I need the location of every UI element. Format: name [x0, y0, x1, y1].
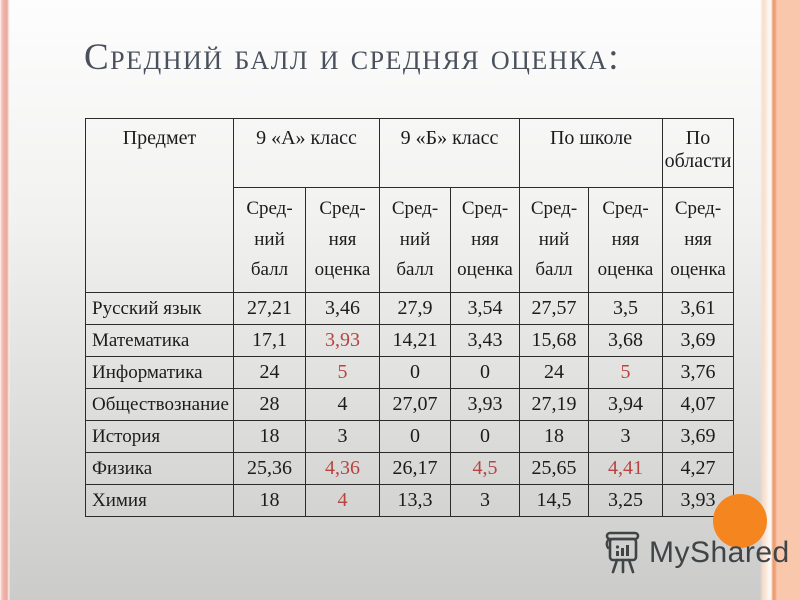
value-cell: 4,41 [587, 452, 664, 485]
table-row: Физика 25,36 4,36 26,17 4,5 25,65 4,41 4,27 [85, 452, 735, 485]
header-region: По области [662, 118, 735, 188]
value-cell: 3,93 [305, 324, 380, 357]
value-cell: 25,65 [519, 452, 589, 485]
value-cell: 26,17 [379, 452, 451, 485]
value-cell: 3,69 [662, 420, 735, 453]
subject-cell: Химия [85, 484, 234, 517]
myshared-watermark: MyShared [602, 530, 790, 576]
value-cell: 15,68 [519, 324, 589, 357]
slide-left-border-stripe [0, 0, 10, 600]
subheader-9b-ball: Сред- ний балл [379, 187, 451, 293]
value-cell: 18 [233, 484, 306, 517]
header-school: По школе [518, 118, 664, 188]
table-header-subcolumns: Сред- ний балл Сред- няя оценка Сред- ни… [86, 187, 735, 293]
value-cell: 27,9 [379, 292, 451, 325]
subheader-school-ocenka: Сред- няя оценка [587, 187, 664, 293]
subheader-school-ball: Сред- ний балл [519, 187, 589, 293]
scores-table: Предмет 9 «А» класс 9 «Б» класс По школе… [85, 118, 735, 517]
value-cell: 5 [587, 356, 664, 389]
subject-cell: История [85, 420, 234, 453]
value-cell: 3,94 [587, 388, 664, 421]
decorative-orange-circle [713, 494, 767, 548]
table-row: Информатика 24 5 0 0 24 5 3,76 [85, 356, 735, 389]
value-cell: 3,68 [587, 324, 664, 357]
value-cell: 5 [305, 356, 380, 389]
value-cell: 3,25 [587, 484, 664, 517]
value-cell: 0 [450, 356, 520, 389]
value-cell: 14,5 [519, 484, 589, 517]
value-cell: 13,3 [379, 484, 451, 517]
value-cell: 27,21 [233, 292, 306, 325]
value-cell: 17,1 [233, 324, 306, 357]
value-cell: 0 [379, 420, 451, 453]
subject-cell: Русский язык [85, 292, 234, 325]
header-subject: Предмет [85, 118, 234, 293]
table-header-groups: Предмет 9 «А» класс 9 «Б» класс По школе… [85, 118, 735, 293]
value-cell: 4,36 [305, 452, 380, 485]
value-cell: 3,93 [450, 388, 520, 421]
value-cell: 3,69 [662, 324, 735, 357]
subject-cell: Обществознание [85, 388, 234, 421]
value-cell: 27,57 [519, 292, 589, 325]
value-cell: 25,36 [233, 452, 306, 485]
subheader-9b-ocenka: Сред- няя оценка [450, 187, 520, 293]
value-cell: 28 [233, 388, 306, 421]
value-cell: 3,76 [662, 356, 735, 389]
value-cell: 4,5 [450, 452, 520, 485]
value-cell: 0 [379, 356, 451, 389]
value-cell: 14,21 [379, 324, 451, 357]
value-cell: 4,07 [662, 388, 735, 421]
table-body: Русский язык 27,21 3,46 27,9 3,54 27,57 3,5 3,6… [85, 292, 735, 517]
value-cell: 18 [233, 420, 306, 453]
value-cell: 0 [450, 420, 520, 453]
value-cell: 24 [233, 356, 306, 389]
header-class-9b: 9 «Б» класс [379, 118, 520, 188]
subject-cell: Математика [85, 324, 234, 357]
table-row: Математика 17,1 3,93 14,21 3,43 15,68 3,68 3,69 [85, 324, 735, 357]
value-cell: 18 [519, 420, 589, 453]
table-row: Русский язык 27,21 3,46 27,9 3,54 27,57 3,5 3,6… [85, 292, 735, 325]
value-cell: 3,54 [450, 292, 520, 325]
value-cell: 4 [305, 484, 380, 517]
value-cell: 24 [519, 356, 589, 389]
value-cell: 3 [450, 484, 520, 517]
table-row: История 18 3 0 0 18 3 3,69 [85, 420, 735, 453]
value-cell: 4 [305, 388, 380, 421]
value-cell: 3 [305, 420, 380, 453]
subject-cell: Информатика [85, 356, 234, 389]
slide-title: Средний балл и средняя оценка: [84, 37, 620, 78]
value-cell: 3,5 [587, 292, 664, 325]
table-row: Обществознание 28 4 27,07 3,93 27,19 3,94 4,07 [85, 388, 735, 421]
value-cell: 4,27 [662, 452, 735, 485]
flipchart-icon [602, 530, 642, 576]
value-cell: 3,43 [450, 324, 520, 357]
value-cell: 27,07 [379, 388, 451, 421]
subheader-9a-ocenka: Сред- няя оценка [305, 187, 380, 293]
watermark-brand-text: MyShared [649, 536, 790, 569]
header-class-9a: 9 «А» класс [233, 118, 380, 188]
value-cell: 27,19 [519, 388, 589, 421]
table-row: Химия 18 4 13,3 3 14,5 3,25 3,93 [85, 484, 735, 517]
slide-right-border-stripe [760, 0, 800, 600]
subheader-9a-ball: Сред- ний балл [233, 187, 306, 293]
value-cell: 3,46 [305, 292, 380, 325]
value-cell: 3,61 [662, 292, 735, 325]
subject-cell: Физика [85, 452, 234, 485]
value-cell: 3 [587, 420, 664, 453]
subheader-region-ocenka: Сред- няя оценка [662, 187, 735, 293]
